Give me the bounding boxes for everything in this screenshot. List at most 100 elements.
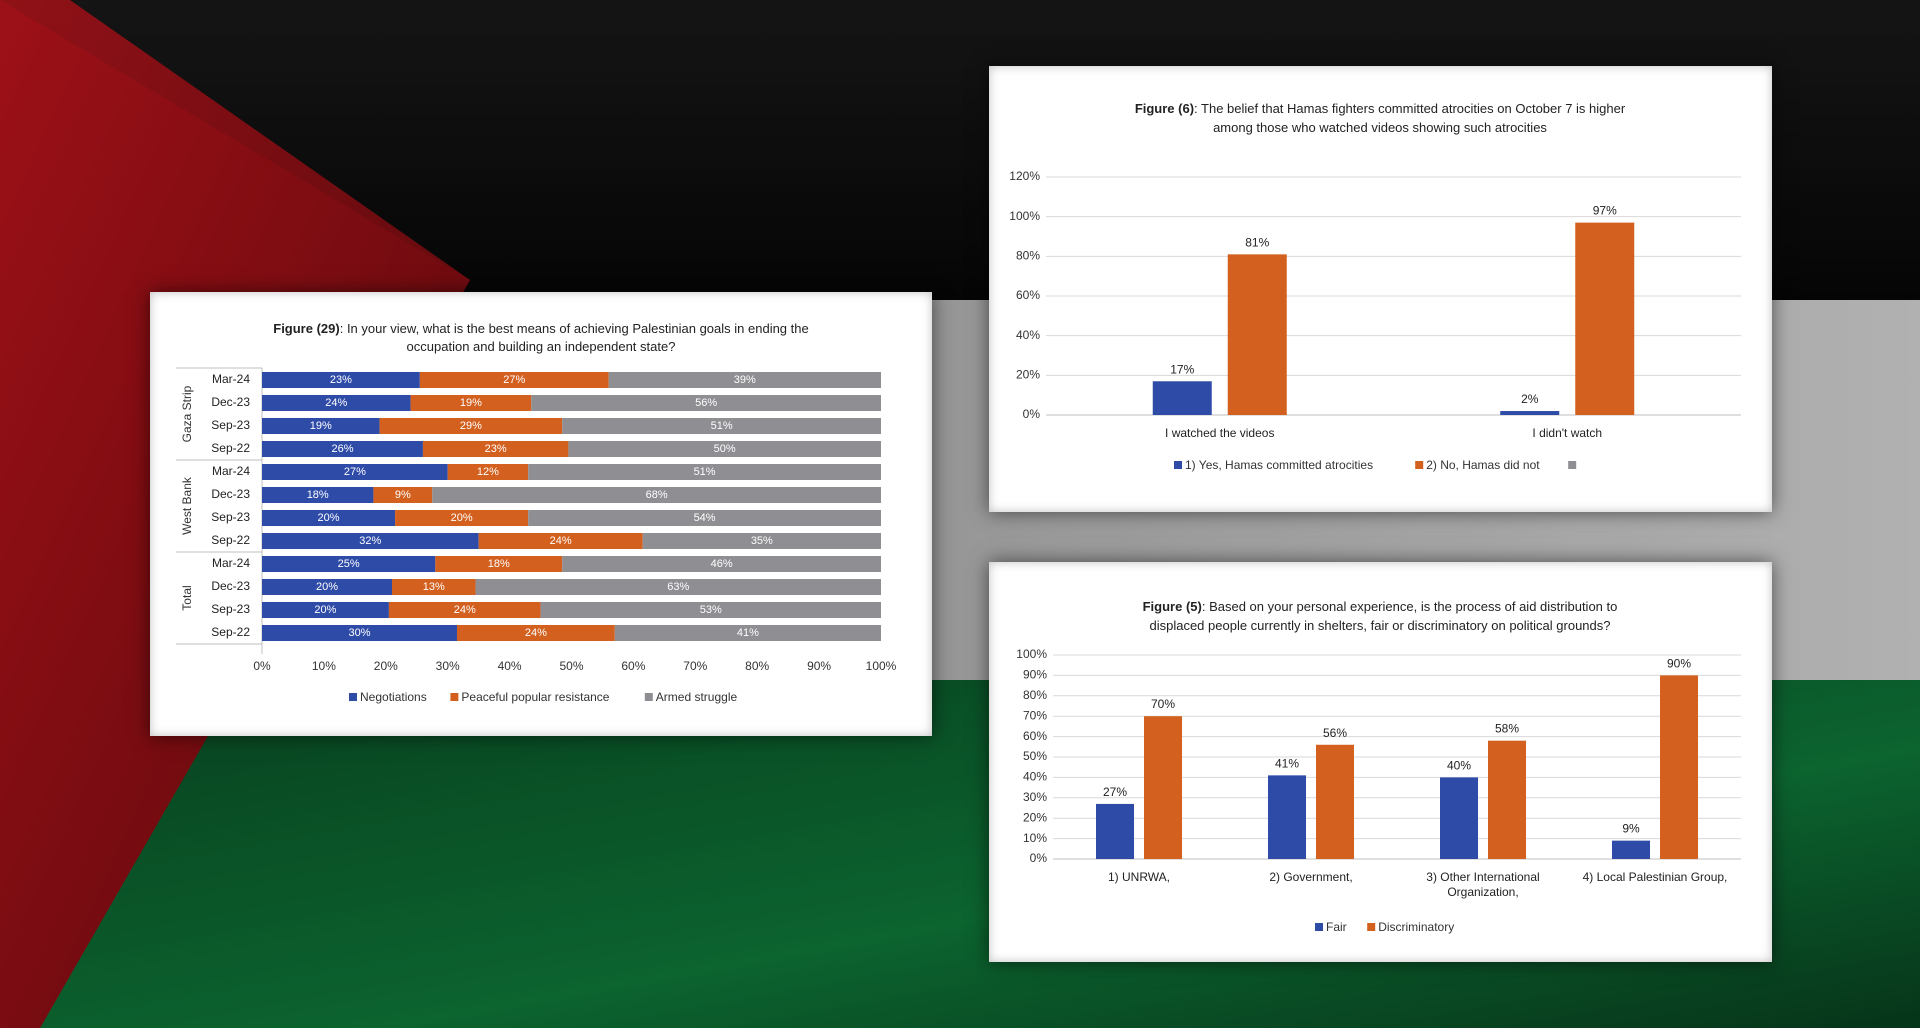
f6-x-tick-label: I watched the videos [1165, 426, 1274, 440]
f5-data-label: 40% [1447, 758, 1471, 772]
f5-bar [1268, 775, 1306, 859]
f29-x-tick-label: 90% [807, 659, 831, 673]
f29-bar-segment [262, 510, 396, 526]
f29-data-label: 9% [395, 489, 411, 501]
f29-bar-segment [447, 464, 529, 480]
f29-row-label: Mar-24 [212, 372, 250, 386]
f6-x-tick-label: I didn't watch [1532, 426, 1602, 440]
f5-y-tick-label: 60% [1023, 729, 1047, 743]
f29-row-label: Dec-23 [211, 487, 250, 501]
f29-legend-swatch [644, 693, 653, 701]
f29-x-tick-label: 0% [253, 659, 271, 673]
f29-bar-segment [642, 533, 881, 549]
f5-bar [1096, 803, 1134, 859]
f29-data-label: 23% [485, 443, 507, 455]
f29-data-label: 56% [695, 397, 717, 409]
f6-bar [1575, 222, 1635, 415]
f29-x-tick-label: 20% [374, 659, 398, 673]
f29-data-label: 23% [330, 374, 352, 386]
f29-x-tick-label: 70% [683, 659, 707, 673]
f29-bar-segment [528, 510, 881, 526]
f5-x-tick-label: Organization, [1447, 885, 1518, 899]
f29-row-label: Sep-22 [211, 625, 250, 639]
figure-29-card: Figure (29): In your view, what is the b… [150, 292, 932, 736]
f29-data-label: 20% [318, 512, 340, 524]
f5-y-tick-label: 50% [1023, 749, 1047, 763]
f29-x-tick-label: 10% [312, 659, 336, 673]
f6-data-label: 97% [1593, 204, 1617, 218]
f29-bar-segment [614, 625, 881, 641]
f5-data-label: 56% [1323, 726, 1347, 740]
f29-data-label: 18% [488, 558, 510, 570]
f29-data-label: 51% [711, 420, 733, 432]
f29-bar-segment [435, 556, 563, 572]
f29-data-label: 63% [667, 581, 689, 593]
f29-bar-segment [262, 579, 392, 595]
figure-29-title-line1: Figure (29): In your view, what is the b… [273, 321, 808, 336]
f29-x-tick-label: 50% [559, 659, 583, 673]
f5-y-tick-label: 20% [1023, 810, 1047, 824]
f29-bar-segment [410, 395, 532, 411]
f29-row-label: Sep-23 [211, 602, 250, 616]
f29-data-label: 19% [310, 420, 332, 432]
f5-legend-swatch [1315, 923, 1323, 931]
f29-data-label: 24% [454, 604, 476, 616]
f5-legend-label: Discriminatory [1378, 920, 1454, 934]
f29-data-label: 51% [694, 466, 716, 478]
f5-legend-swatch [1367, 923, 1376, 931]
f6-bar [1500, 411, 1560, 415]
f29-bar-segment [608, 372, 881, 388]
f29-bar-segment [391, 579, 476, 595]
f29-row-label: Sep-22 [211, 441, 250, 455]
figure-6-title-line1: Figure (6): The belief that Hamas fighte… [1135, 101, 1626, 116]
f6-data-label: 81% [1245, 235, 1269, 249]
f29-bar-segment [262, 464, 448, 480]
f5-data-label: 70% [1151, 697, 1175, 711]
f29-bar-segment [419, 372, 609, 388]
f5-y-tick-label: 0% [1030, 851, 1048, 865]
f6-y-tick-label: 20% [1016, 368, 1040, 382]
f5-y-tick-label: 30% [1023, 790, 1047, 804]
f29-data-label: 18% [307, 489, 329, 501]
f29-data-label: 53% [700, 604, 722, 616]
f5-bar [1660, 675, 1698, 859]
f29-bar-segment [379, 418, 563, 434]
f29-group-label: Gaza Strip [180, 385, 194, 442]
f29-data-label: 26% [331, 443, 353, 455]
f29-bar-segment [528, 464, 881, 480]
f29-bar-segment [262, 625, 457, 641]
f5-bar [1488, 740, 1526, 859]
f29-data-label: 12% [477, 466, 499, 478]
f6-legend-label: 2) No, Hamas did not [1426, 458, 1540, 472]
f29-legend-label: Armed struggle [656, 690, 738, 704]
f29-data-label: 19% [460, 397, 482, 409]
f5-legend-label: Fair [1326, 920, 1347, 934]
f5-x-tick-label: 2) Government, [1269, 870, 1352, 884]
f29-x-tick-label: 60% [621, 659, 645, 673]
f6-bar [1152, 381, 1212, 415]
f5-bar [1612, 840, 1650, 859]
figure-29-title-line2: occupation and building an independent s… [407, 339, 676, 354]
f29-data-label: 50% [714, 443, 736, 455]
f29-data-label: 25% [338, 558, 360, 570]
f29-bar-segment [562, 418, 881, 434]
f29-bar-segment [262, 372, 420, 388]
f5-y-tick-label: 70% [1023, 708, 1047, 722]
f5-y-tick-label: 40% [1023, 770, 1047, 784]
f6-legend-label: 1) Yes, Hamas committed atrocities [1185, 458, 1373, 472]
f29-data-label: 30% [348, 627, 370, 639]
f6-y-tick-label: 60% [1016, 288, 1040, 302]
figure-5-card: Figure (5): Based on your personal exper… [989, 562, 1772, 962]
f5-bar [1316, 744, 1354, 859]
f29-row-label: Sep-22 [211, 533, 250, 547]
f29-data-label: 20% [316, 581, 338, 593]
f29-bar-segment [531, 395, 881, 411]
f29-legend-swatch [349, 693, 357, 701]
figure-5-chart: Figure (5): Based on your personal exper… [1016, 599, 1741, 934]
f29-x-tick-label: 80% [745, 659, 769, 673]
f29-data-label: 13% [423, 581, 445, 593]
f29-data-label: 20% [314, 604, 336, 616]
f29-data-label: 54% [694, 512, 716, 524]
f29-row-label: Sep-23 [211, 510, 250, 524]
f6-data-label: 2% [1521, 392, 1539, 406]
